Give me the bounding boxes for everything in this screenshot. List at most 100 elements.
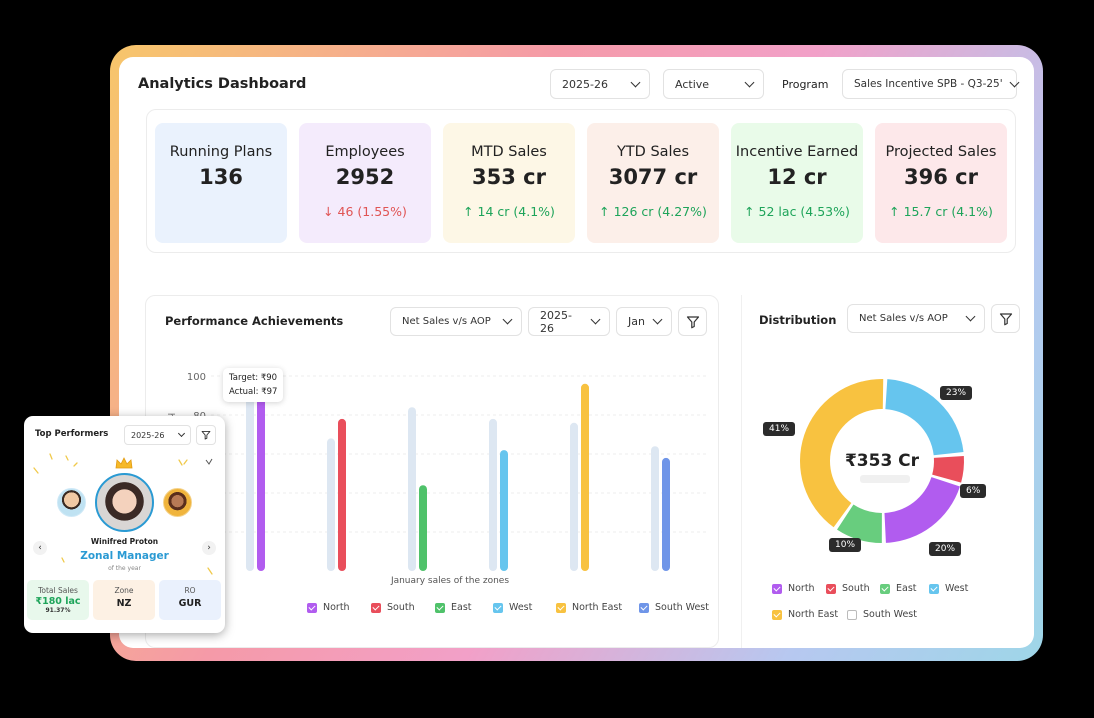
performance-month-select[interactable]: Jan [616,307,672,336]
bar-actual-south[interactable] [338,418,346,571]
avatar-right-performer[interactable] [163,488,192,517]
chevron-down-icon [965,311,976,322]
legend-item-east[interactable]: East [435,602,472,613]
year-select-value: 2025-26 [131,430,165,440]
distribution-metric-select[interactable]: Net Sales v/s AOP [847,304,985,333]
status-select[interactable]: Active [663,69,764,99]
year-select[interactable]: 2025-26 [550,69,650,99]
bar-actual-north[interactable] [257,381,265,571]
bar-actual-south-west[interactable] [662,457,670,571]
checkbox-icon [929,583,939,594]
legend-item-north[interactable]: North [307,602,350,613]
donut-hole [831,410,933,512]
metric-select-value: Net Sales v/s AOP [402,316,491,327]
donut-slice-west[interactable] [885,379,964,456]
legend-item-north[interactable]: North [772,583,815,594]
bar-target-north[interactable] [246,395,254,572]
kpi-card-employees[interactable]: Employees 2952 ↓ 46 (1.55%) [299,123,431,243]
bar-target-east[interactable] [408,407,416,571]
bar-actual-east[interactable] [419,485,427,571]
legend-item-west[interactable]: West [493,602,532,613]
stat-label: RO [184,586,196,595]
checkbox-icon [556,602,566,613]
distribution-filter-button[interactable] [991,304,1020,333]
avatar-top-performer[interactable] [95,473,154,532]
performance-bar-chart: 10080h)January sales of the zones [165,372,706,586]
bar-target-south[interactable] [327,438,335,571]
legend-label: North East [788,609,839,620]
legend-item-east[interactable]: East [880,583,917,594]
crown-icon [115,457,133,469]
top-performers-year-select[interactable]: 2025-26 [124,425,191,445]
program-select[interactable]: Sales Incentive SPB - Q3-25' [842,69,1020,99]
checkbox-icon [639,602,649,613]
filter-icon [686,315,699,328]
bar-actual-west[interactable] [500,450,508,571]
legend-label: East [896,583,917,594]
legend-item-north-east[interactable]: North East [556,602,622,613]
bar-target-west[interactable] [489,418,497,571]
tooltip-target: Target: ₹90 [229,373,278,383]
performance-metric-select[interactable]: Net Sales v/s AOP [390,307,522,336]
confetti-decoration [33,453,213,575]
kpi-delta: ↑ 126 cr (4.27%) [599,204,707,219]
kpi-row: Running Plans 136 Employees 2952 ↓ 46 (1… [146,109,1016,253]
legend-item-south[interactable]: South [371,602,415,613]
kpi-card-running-plans[interactable]: Running Plans 136 [155,123,287,243]
stat-extra: 91.37% [45,607,71,614]
legend-item-west[interactable]: West [929,583,968,594]
bar-target-north-east[interactable] [570,422,578,571]
donut-label-south: 6% [960,484,987,498]
stat-ro: RO GUR [159,580,221,620]
performance-year-select[interactable]: 2025-26 [528,307,610,336]
kpi-delta: ↑ 15.7 cr (4.1%) [889,204,993,219]
bar-target-south-west[interactable] [651,446,659,571]
checkbox-icon [826,583,836,594]
legend-item-south-west[interactable]: South West [639,602,709,613]
legend-label: West [945,583,969,594]
performance-title: Performance Achievements [165,314,344,328]
kpi-value: 2952 [335,165,395,189]
program-label: Program [782,78,829,91]
legend-label: North East [572,602,623,613]
donut-slice-south[interactable] [932,456,964,483]
kpi-value: 136 [199,165,243,189]
legend-item-south-west[interactable]: South West [847,609,917,620]
distribution-title: Distribution [759,313,837,327]
performance-panel: Performance Achievements Net Sales v/s A… [145,295,719,648]
kpi-title: YTD Sales [616,144,690,160]
legend-item-north-east[interactable]: North East [772,609,838,620]
legend-label: West [509,602,533,613]
stat-value: GUR [178,598,202,609]
legend-label: South [842,583,870,594]
metric-select-value: Net Sales v/s AOP [859,313,948,324]
tooltip-actual: Actual: ₹97 [229,387,278,397]
bar-actual-north-east[interactable] [581,383,589,571]
kpi-card-ytd-sales[interactable]: YTD Sales 3077 cr ↑ 126 cr (4.27%) [587,123,719,243]
checkbox-icon [772,583,782,594]
donut-slice-north-east[interactable] [800,379,884,528]
kpi-card-incentive-earned[interactable]: Incentive Earned 12 cr ↑ 52 lac (4.53%) [731,123,863,243]
donut-label-west: 23% [940,386,973,400]
stat-label: Zone [114,586,134,595]
checkbox-icon [772,609,782,620]
year-select-value: 2025-26 [562,77,608,91]
next-arrow-icon[interactable]: › [202,541,216,555]
kpi-card-mtd-sales[interactable]: MTD Sales 353 cr ↑ 14 cr (4.1%) [443,123,575,243]
donut-slice-north[interactable] [884,477,960,543]
chevron-down-icon [1009,77,1020,87]
kpi-title: Running Plans [169,144,273,160]
page-title: Analytics Dashboard [138,76,307,92]
y-tick-label: 100 [187,372,206,383]
performer-role: Zonal Manager [80,550,169,562]
top-performers-filter-button[interactable] [196,425,216,445]
kpi-card-projected-sales[interactable]: Projected Sales 396 cr ↑ 15.7 cr (4.1%) [875,123,1007,243]
prev-arrow-icon[interactable]: ‹ [33,541,47,555]
donut-slice-east[interactable] [837,504,882,543]
stat-total-sales: Total Sales ₹180 lac 91.37% [27,580,89,620]
donut-label-north-east: 41% [763,422,796,436]
avatar-left-performer[interactable] [57,488,86,517]
legend-label: North [323,602,350,613]
legend-item-south[interactable]: South [826,583,870,594]
performance-filter-button[interactable] [678,307,707,336]
